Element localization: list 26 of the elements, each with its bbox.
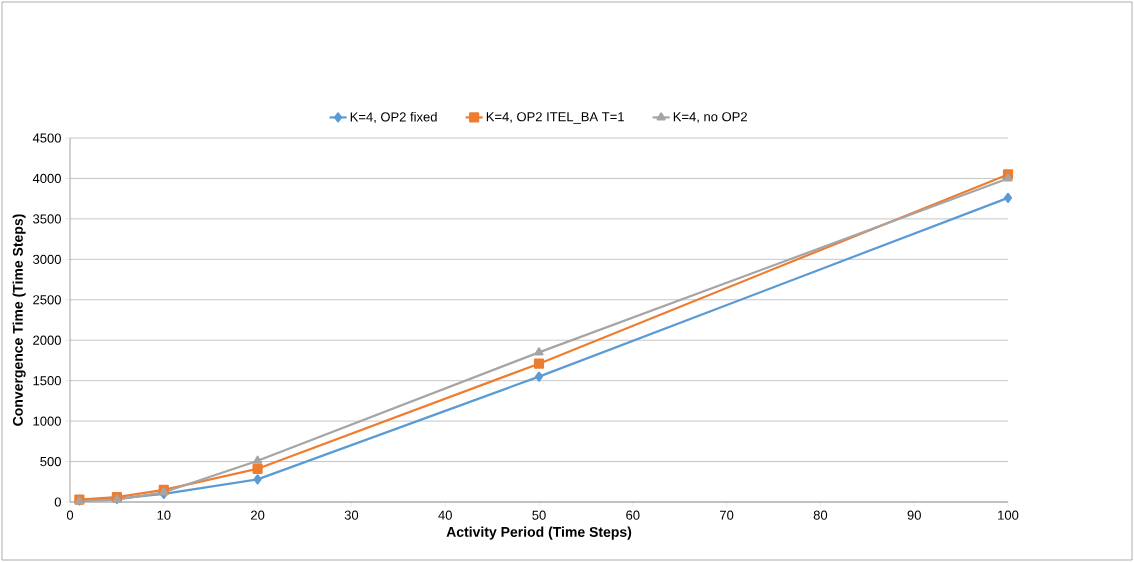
x-axis-title: Activity Period (Time Steps) (446, 526, 632, 540)
legend-label: K=4, OP2 ITEL_BA T=1 (486, 112, 624, 124)
x-tick-label: 40 (438, 510, 452, 520)
x-tick-label: 50 (532, 510, 546, 520)
x-tick-label: 70 (720, 510, 734, 520)
x-tick-label: 60 (626, 510, 640, 520)
x-tick-label: 0 (66, 510, 74, 520)
x-tick-label: 10 (157, 510, 171, 520)
x-tick-label: 20 (251, 510, 265, 520)
y-tick-label: 1500 (33, 376, 61, 386)
y-tick-label: 4500 (32, 133, 61, 143)
y-tick-label: 2000 (33, 335, 61, 345)
y-tick-label: 1000 (33, 416, 61, 426)
y-tick-label: 500 (40, 456, 61, 467)
y-tick-label: 3000 (33, 254, 61, 264)
x-tick-label: 90 (907, 510, 921, 520)
x-tick-label: 30 (344, 510, 359, 520)
x-tick-label: 80 (813, 510, 828, 520)
legend-label: K=4, OP2 fixed (350, 111, 437, 124)
y-tick-label: 0 (54, 497, 61, 507)
y-tick-label: 4000 (32, 173, 61, 184)
y-axis-title: Convergence Time (Time Steps) (12, 214, 26, 426)
legend-label: K=4, no OP2 (673, 112, 747, 123)
y-tick-label: 3500 (33, 214, 61, 224)
x-tick-label: 100 (998, 510, 1019, 520)
y-tick-label: 2500 (33, 295, 61, 305)
